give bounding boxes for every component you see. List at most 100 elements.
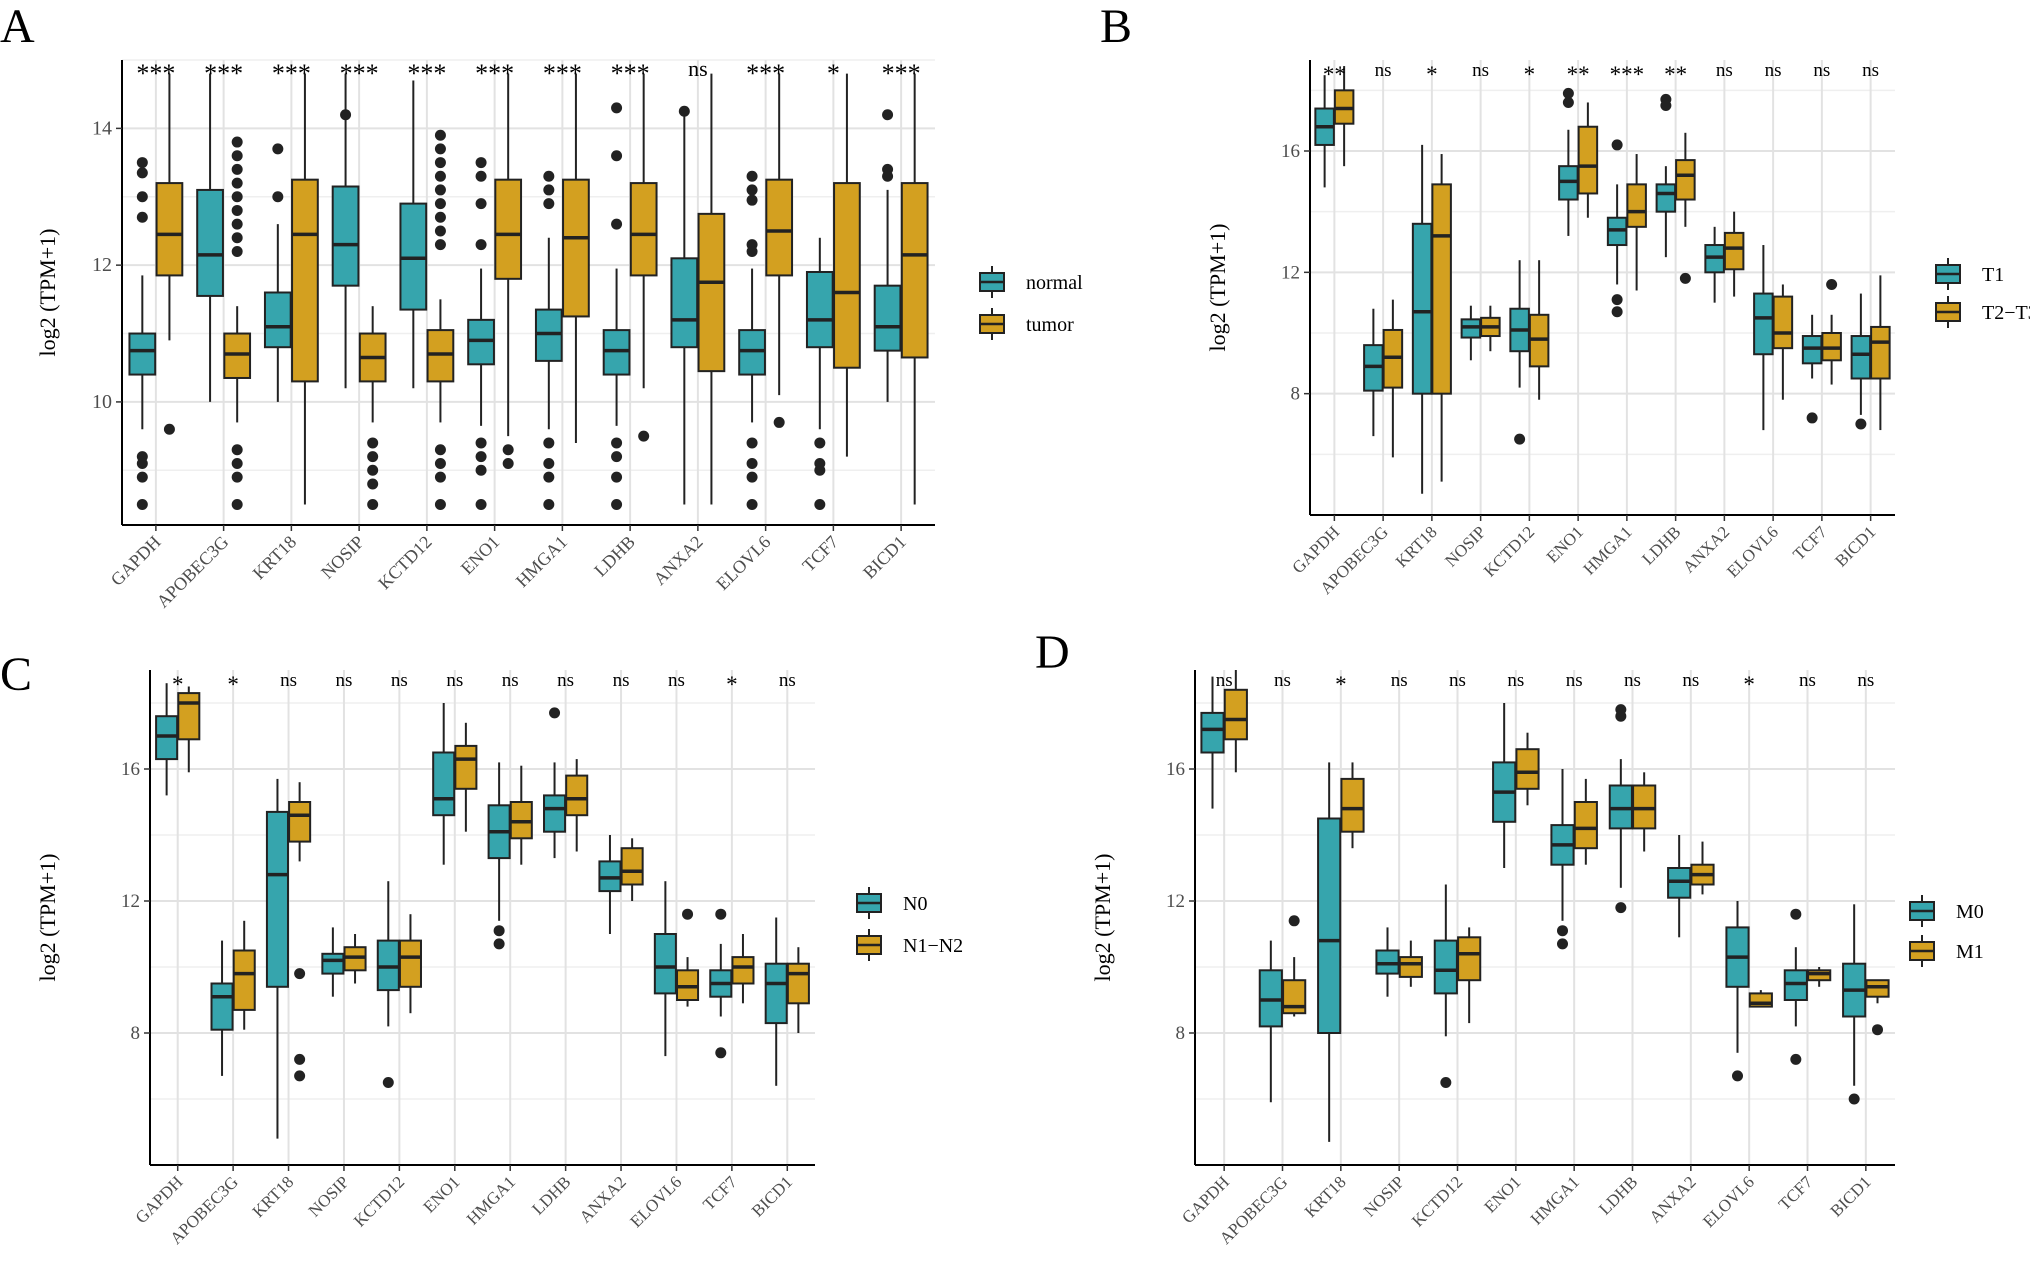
x-tick-label: NOSIP (317, 532, 368, 583)
x-tick-label: ANXA2 (1645, 1172, 1699, 1226)
outlier-point (611, 451, 623, 463)
y-tick-label: 12 (1166, 891, 1185, 912)
outlier-point (231, 245, 243, 257)
outlier-point (434, 444, 446, 456)
significance-label: ns (613, 670, 630, 691)
panel-letter: D (1035, 626, 1070, 679)
box-t2t3-tcf7 (1821, 278, 1842, 385)
outlier-point (882, 170, 894, 182)
box-body (697, 212, 726, 373)
box-body (265, 810, 289, 988)
box-tumor-apobec3g (223, 136, 252, 510)
box-body (1675, 159, 1696, 201)
x-tick-label: BICD1 (859, 532, 910, 583)
box-t1-eno1 (1558, 87, 1579, 236)
box-body (196, 188, 224, 297)
box-m1-elovl6 (1748, 990, 1773, 1008)
box-body (900, 182, 929, 359)
box-tumor-kctd12 (426, 129, 455, 510)
box-m0-eno1 (1492, 703, 1517, 868)
box-body (1317, 817, 1342, 1034)
box-t1-krt18 (1411, 144, 1433, 494)
box-t1-kctd12 (1509, 260, 1530, 445)
outlier-point (475, 498, 487, 510)
outlier-point (367, 437, 379, 449)
box-m1-apobec3g (1282, 915, 1307, 1017)
significance-label: ns (1624, 670, 1641, 691)
box-body (155, 182, 184, 277)
significance-label: ns (779, 670, 796, 691)
panel-letter: B (1100, 0, 1132, 53)
box-body (1573, 801, 1598, 850)
y-tick-label: 8 (131, 1023, 141, 1044)
box-n1n2-eno1 (454, 722, 478, 832)
box-m0-hmga1 (1550, 769, 1575, 950)
outlier-point (231, 150, 243, 162)
outlier-point (367, 498, 379, 510)
box-body (177, 692, 201, 741)
box-body (291, 178, 319, 383)
significance-label: ns (1375, 60, 1392, 81)
y-tick-label: 8 (1291, 384, 1301, 405)
box-body (1655, 183, 1677, 213)
legend-item: tumor (979, 308, 1074, 340)
box-body (805, 270, 834, 349)
box-normal-anxa2 (670, 105, 699, 505)
outlier-point (475, 451, 487, 463)
x-tick-label: KCTD12 (1408, 1172, 1466, 1230)
legend-item: N1−N2 (856, 929, 963, 961)
box-t2t3-hmga1 (1626, 154, 1647, 291)
significance-label: * (827, 59, 840, 88)
box-body (833, 182, 861, 369)
outlier-point (543, 184, 555, 196)
legend-label: T1 (1982, 264, 2004, 286)
outlier-point (231, 444, 243, 456)
box-tumor-gapdh (155, 73, 184, 435)
outlier-point (611, 218, 623, 230)
box-t1-tcf7 (1801, 314, 1823, 424)
significance-label: * (172, 672, 184, 697)
x-tick-label: APOBEC3G (153, 532, 233, 612)
outlier-point (475, 437, 487, 449)
box-normal-apobec3g (196, 73, 224, 402)
box-body (629, 182, 658, 277)
box-normal-ldhb (602, 102, 631, 510)
significance-label: ** (1323, 62, 1346, 87)
outlier-point (1562, 96, 1574, 108)
x-tick-label: KRT18 (249, 532, 301, 584)
outlier-point (611, 150, 623, 162)
outlier-point (1440, 1077, 1452, 1088)
significance-label: ns (1449, 670, 1466, 691)
outlier-point (1806, 412, 1818, 424)
x-tick-label: ENO1 (457, 532, 504, 579)
outlier-point (882, 109, 894, 121)
box-t1-apobec3g (1363, 308, 1384, 437)
box-m0-gapdh (1200, 676, 1225, 809)
outlier-point (136, 457, 148, 469)
legend-item: N0 (856, 887, 927, 919)
outlier-point (678, 105, 690, 117)
panel-letter: C (0, 648, 32, 701)
y-tick-label: 16 (1166, 759, 1185, 780)
legend-item: normal (979, 266, 1083, 298)
outlier-point (1790, 908, 1802, 920)
box-n1n2-elovl6 (676, 908, 700, 1007)
box-m1-eno1 (1515, 732, 1540, 806)
x-tick-label: LDHB (528, 1172, 574, 1218)
box-normal-krt18 (263, 143, 292, 402)
box-t2t3-krt18 (1431, 154, 1452, 482)
box-n0-anxa2 (598, 835, 622, 934)
box-t2t3-bicd1 (1870, 275, 1891, 431)
box-normal-elovl6 (738, 170, 766, 510)
box-body (398, 939, 422, 988)
outlier-point (611, 102, 623, 114)
x-tick-label: ENO1 (1543, 522, 1587, 566)
significance-label: ns (1472, 60, 1489, 81)
outlier-point (746, 194, 758, 206)
outlier-point (543, 457, 555, 469)
outlier-point (231, 457, 243, 469)
box-body (786, 962, 810, 1005)
box-body (653, 933, 677, 995)
box-body (1457, 936, 1482, 982)
